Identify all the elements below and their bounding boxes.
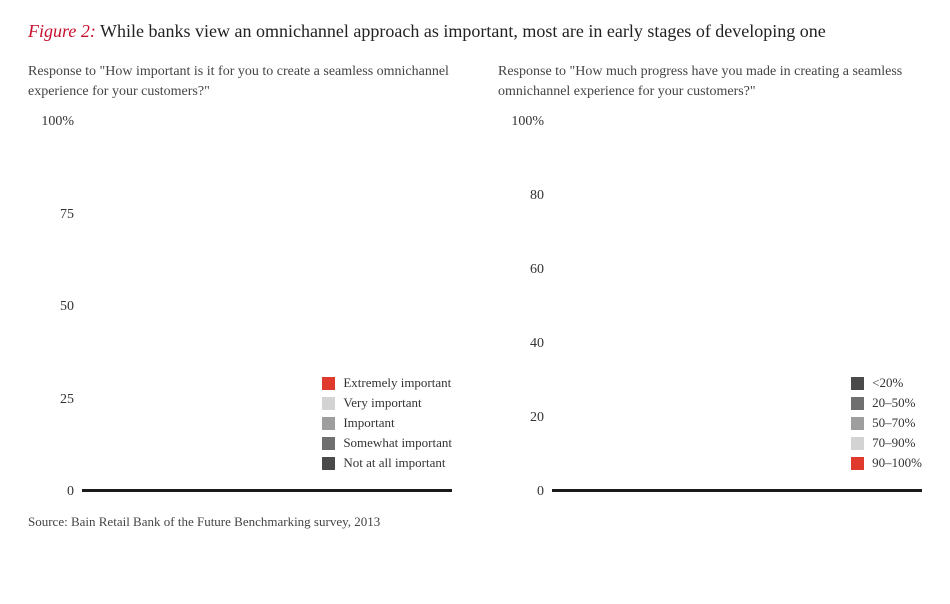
y-tick-label: 75 bbox=[60, 207, 74, 223]
legend-left: Extremely important Very important Importa… bbox=[322, 371, 452, 471]
plot-right: <20% 20–50% 50–70% 70–90% 90–100% bbox=[552, 122, 922, 492]
source-text: Source: Bain Retail Bank of the Future B… bbox=[28, 514, 922, 530]
legend-item: Somewhat important bbox=[322, 435, 452, 451]
legend-swatch bbox=[851, 437, 864, 450]
y-tick-label: 0 bbox=[537, 484, 544, 500]
legend-item: Very important bbox=[322, 395, 452, 411]
figure-title: Figure 2: While banks view an omnichanne… bbox=[28, 18, 922, 44]
legend-item: 20–50% bbox=[851, 395, 922, 411]
legend-item: Important bbox=[322, 415, 452, 431]
y-tick-label: 100% bbox=[511, 114, 544, 130]
figure-label: Figure 2: bbox=[28, 21, 96, 41]
legend-label: 70–90% bbox=[872, 435, 915, 451]
chart-area-right: 020406080100% <20%20–50%50–70%70–90%90–1… bbox=[498, 122, 922, 492]
figure-title-text: While banks view an omnichannel approach… bbox=[96, 21, 826, 41]
y-axis-right: 020406080100% bbox=[498, 122, 552, 492]
legend-swatch bbox=[322, 377, 335, 390]
legend-label: Somewhat important bbox=[343, 435, 452, 451]
legend-swatch bbox=[322, 397, 335, 410]
legend-swatch bbox=[322, 417, 335, 430]
y-tick-label: 20 bbox=[530, 410, 544, 426]
legend-label: Not at all important bbox=[343, 455, 445, 471]
y-axis-left: 0255075100% bbox=[28, 122, 82, 492]
legend-label: 50–70% bbox=[872, 415, 915, 431]
legend-label: <20% bbox=[872, 375, 903, 391]
chart-importance: Response to "How important is it for you… bbox=[28, 62, 452, 492]
y-tick-label: 60 bbox=[530, 262, 544, 278]
legend-swatch bbox=[851, 457, 864, 470]
legend-label: Important bbox=[343, 415, 394, 431]
plot-left: Extremely important Very important Importa… bbox=[82, 122, 452, 492]
legend-label: Very important bbox=[343, 395, 421, 411]
legend-item: 90–100% bbox=[851, 455, 922, 471]
y-tick-label: 80 bbox=[530, 188, 544, 204]
chart-question-right: Response to "How much progress have you … bbox=[498, 62, 922, 102]
legend-swatch bbox=[322, 437, 335, 450]
legend-right: <20% 20–50% 50–70% 70–90% 90–100% bbox=[851, 371, 922, 471]
y-tick-label: 50 bbox=[60, 299, 74, 315]
legend-swatch bbox=[851, 417, 864, 430]
y-tick-label: 25 bbox=[60, 392, 74, 408]
legend-label: 20–50% bbox=[872, 395, 915, 411]
legend-item: Not at all important bbox=[322, 455, 452, 471]
legend-swatch bbox=[851, 397, 864, 410]
legend-swatch bbox=[322, 457, 335, 470]
charts-row: Response to "How important is it for you… bbox=[28, 62, 922, 492]
chart-progress: Response to "How much progress have you … bbox=[498, 62, 922, 492]
chart-area-left: 0255075100% Extremely importantVery impo… bbox=[28, 122, 452, 492]
legend-item: 70–90% bbox=[851, 435, 922, 451]
y-tick-label: 0 bbox=[67, 484, 74, 500]
chart-question-left: Response to "How important is it for you… bbox=[28, 62, 452, 102]
y-tick-label: 100% bbox=[41, 114, 74, 130]
legend-swatch bbox=[851, 377, 864, 390]
legend-label: Extremely important bbox=[343, 375, 451, 391]
y-tick-label: 40 bbox=[530, 336, 544, 352]
legend-item: 50–70% bbox=[851, 415, 922, 431]
legend-item: <20% bbox=[851, 375, 922, 391]
legend-label: 90–100% bbox=[872, 455, 922, 471]
legend-item: Extremely important bbox=[322, 375, 452, 391]
